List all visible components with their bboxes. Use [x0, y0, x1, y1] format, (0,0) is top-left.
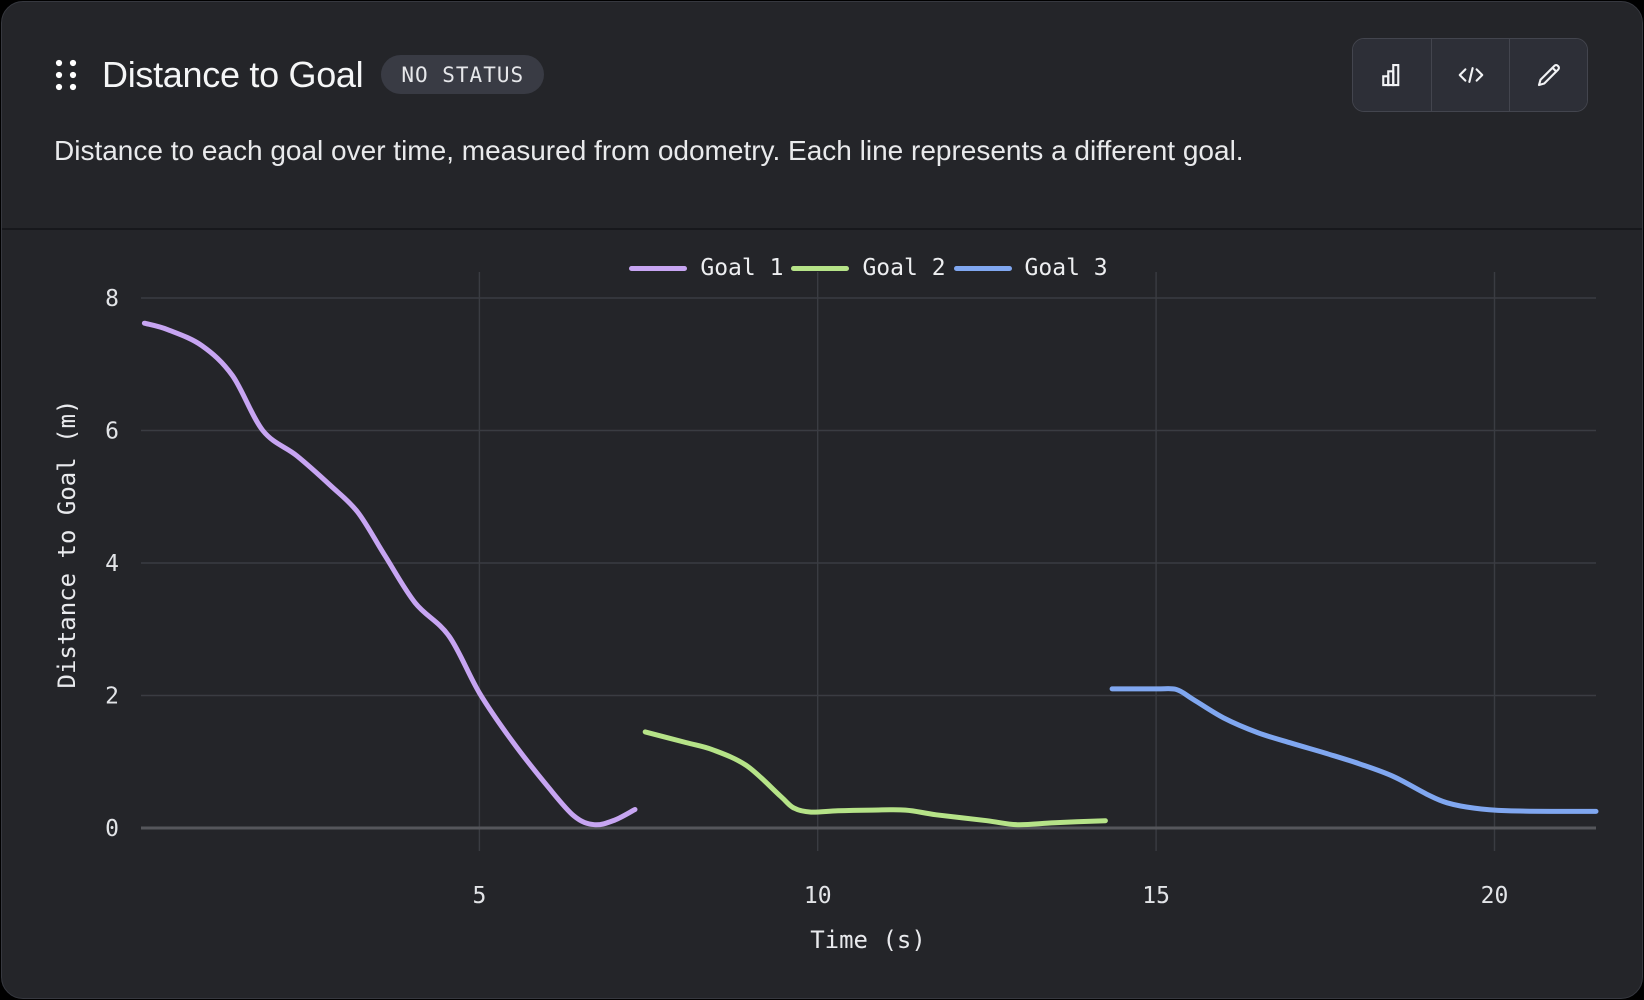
legend-swatch-icon [791, 265, 850, 271]
x-tick-label: 10 [804, 883, 832, 909]
drag-handle-icon[interactable] [54, 58, 78, 92]
legend-swatch-icon [953, 265, 1012, 271]
panel-description: Distance to each goal over time, measure… [54, 135, 1244, 166]
y-axis-label: Distance to Goal (m) [53, 400, 81, 689]
legend-item-goal-3[interactable]: Goal 3 [953, 255, 1108, 281]
header-divider [2, 228, 1642, 230]
legend-label: Goal 1 [700, 255, 784, 281]
code-icon [1455, 60, 1487, 90]
series-line-goal-2 [642, 729, 1108, 828]
series-line-goal-3 [1109, 686, 1599, 814]
y-tick-label: 8 [105, 286, 119, 312]
y-tick-label: 2 [105, 684, 119, 710]
legend-label: Goal 2 [862, 255, 946, 281]
chart-type-button[interactable] [1353, 38, 1431, 111]
panel-header: Distance to Goal NO STATUS [54, 37, 1588, 112]
y-tick-label: 4 [105, 551, 119, 577]
panel-title: Distance to Goal [102, 53, 364, 95]
chart-legend: Goal 1 Goal 2 Goal 3 [141, 252, 1596, 284]
legend-swatch-icon [629, 265, 688, 271]
x-tick-label: 20 [1481, 883, 1509, 909]
legend-item-goal-1[interactable]: Goal 1 [629, 255, 783, 281]
edit-button[interactable] [1509, 38, 1587, 111]
x-axis-label: Time (s) [810, 926, 926, 954]
x-tick-label: 5 [472, 883, 486, 909]
legend-item-goal-2[interactable]: Goal 2 [791, 255, 946, 281]
bar-chart-icon [1377, 60, 1407, 90]
status-badge: NO STATUS [381, 55, 545, 94]
x-tick-label: 15 [1142, 883, 1170, 909]
series-line-goal-1 [141, 320, 638, 828]
code-button[interactable] [1431, 38, 1509, 111]
y-tick-label: 0 [105, 816, 119, 842]
panel-toolbar [1352, 37, 1588, 112]
pencil-icon [1534, 60, 1564, 90]
y-tick-label: 6 [105, 419, 119, 445]
legend-label: Goal 3 [1024, 255, 1108, 281]
